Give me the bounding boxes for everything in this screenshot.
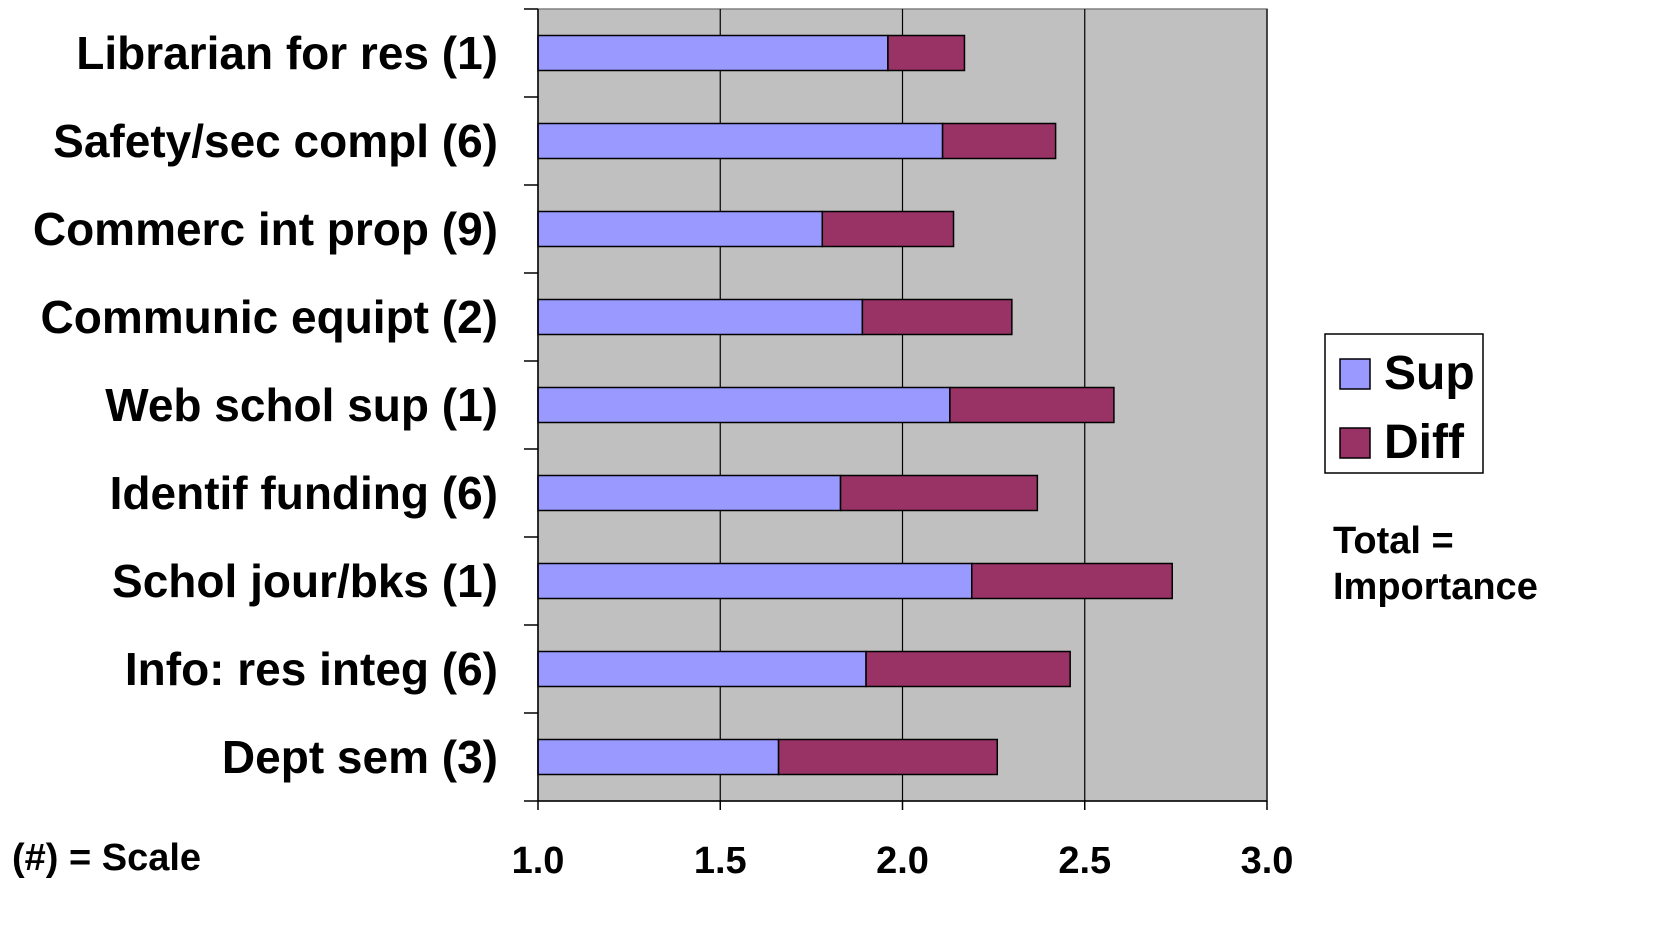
- bar-diff: [777, 738, 999, 776]
- bar-sup: [537, 298, 864, 336]
- tick-labels: 1.0 1.5 2.0 2.5 3.0: [512, 840, 1294, 882]
- bar-sup: [537, 122, 944, 160]
- x-tick-label: 1.0: [512, 840, 565, 882]
- category-label: Identif funding (6): [110, 467, 498, 519]
- category-label: Commerc int prop (9): [33, 203, 498, 255]
- scale-note: (#) = Scale: [12, 837, 201, 879]
- category-label: Info: res integ (6): [125, 643, 498, 695]
- category-label: Safety/sec compl (6): [53, 115, 498, 167]
- x-tick-label: 2.5: [1058, 840, 1111, 882]
- total-note-line1: Total =: [1333, 520, 1454, 562]
- category-label: Schol jour/bks (1): [112, 555, 498, 607]
- bar-diff: [865, 650, 1071, 688]
- bar-diff: [887, 34, 966, 72]
- x-tick-label: 1.5: [694, 840, 747, 882]
- total-note-line2: Importance: [1333, 566, 1538, 608]
- bar-sup: [537, 738, 780, 776]
- bar-diff: [839, 474, 1039, 512]
- bar-sup: [537, 562, 973, 600]
- category-label: Web schol sup (1): [105, 379, 498, 431]
- bars: [537, 34, 1173, 776]
- category-label: Librarian for res (1): [76, 27, 498, 79]
- bar-sup: [537, 650, 867, 688]
- x-tick-label: 2.0: [876, 840, 929, 882]
- legend-label-diff: Diff: [1384, 416, 1465, 469]
- legend-swatch-sup: [1339, 358, 1371, 390]
- x-tick-label: 3.0: [1241, 840, 1294, 882]
- bar-sup: [537, 210, 824, 248]
- bar-diff: [949, 386, 1115, 424]
- category-label: Dept sem (3): [222, 731, 498, 783]
- bar-diff: [941, 122, 1057, 160]
- bar-diff: [821, 210, 955, 248]
- bar-diff: [861, 298, 1013, 336]
- legend-swatch-diff: [1339, 427, 1371, 459]
- axis: [524, 8, 1268, 810]
- bar-sup: [537, 474, 842, 512]
- bar-sup: [537, 34, 889, 72]
- legend-label-sup: Sup: [1384, 347, 1475, 400]
- bar-sup: [537, 386, 951, 424]
- legend: Sup Diff: [1324, 333, 1484, 474]
- bar-diff: [971, 562, 1173, 600]
- category-labels: Librarian for res (1) Safety/sec compl (6…: [33, 27, 498, 783]
- category-label: Communic equipt (2): [41, 291, 498, 343]
